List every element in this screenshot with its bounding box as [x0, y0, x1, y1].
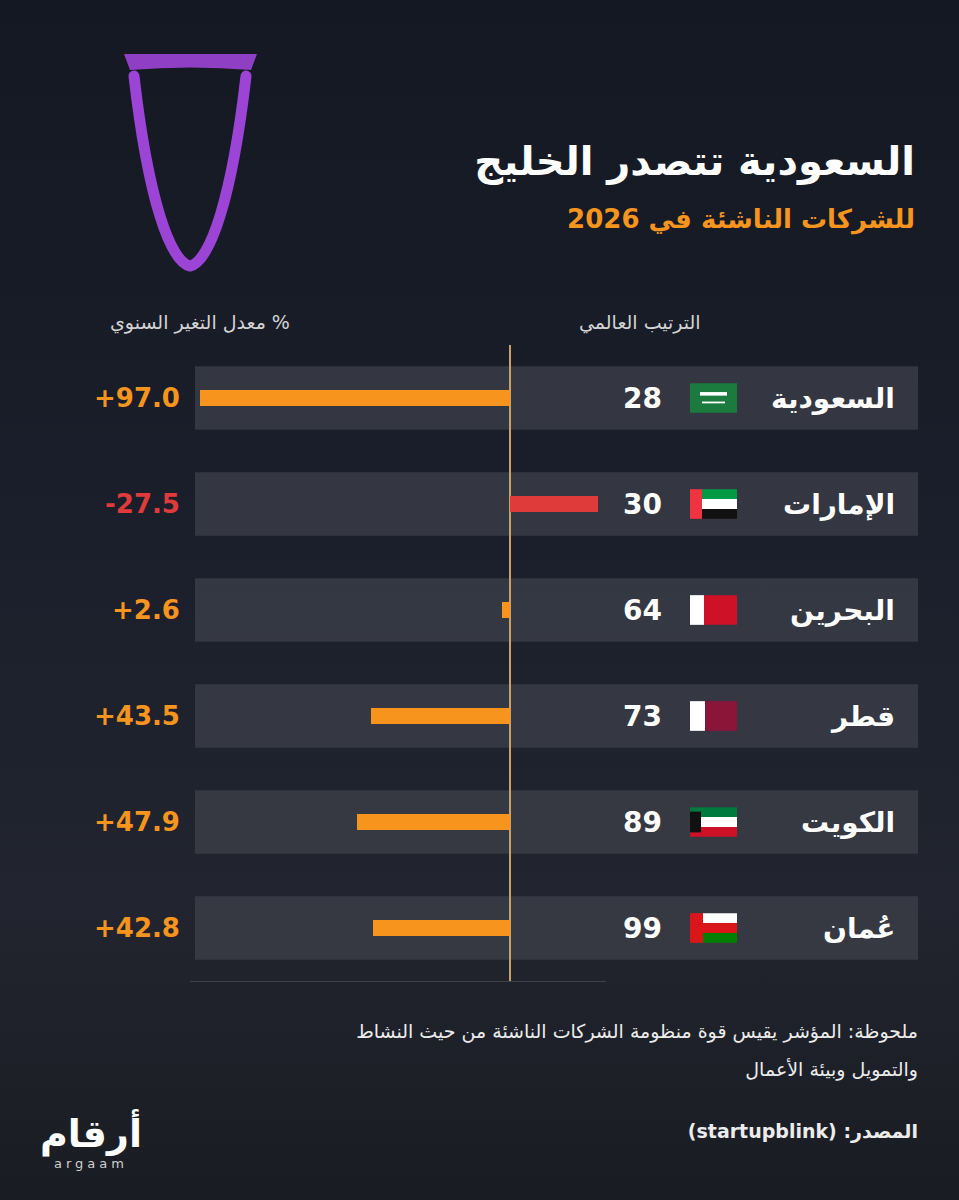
html-text:ملحوظة: المؤشر يقيس قوة منظومة: ملحوظة: المؤشر يقيس قوة منظومة الشركات ا…: [356, 1020, 918, 1042]
svg-text:64: 64: [623, 594, 662, 627]
svg-text:+42.8: +42.8: [94, 913, 180, 943]
html-text:للشركات الناشئة في 2026: للشركات الناشئة في 2026: [567, 204, 915, 234]
svg-text:البحرين: البحرين: [790, 594, 895, 627]
svg-text:99: 99: [623, 912, 662, 945]
svg-text:+97.0: +97.0: [94, 383, 180, 413]
svg-text:عُمان: عُمان: [823, 912, 895, 945]
svg-text:+43.5: +43.5: [94, 701, 180, 731]
svg-text:+2.6: +2.6: [112, 595, 180, 625]
svg-text:-27.5: -27.5: [105, 489, 180, 519]
svg-text:الترتيب العالمي: الترتيب العالمي: [579, 311, 701, 334]
html-text:أرقام: أرقام: [40, 1112, 142, 1156]
svg-text:قطر: قطر: [830, 700, 895, 733]
svg-text:28: 28: [623, 382, 662, 415]
html-text:المصدر: (startupblink): المصدر: (startupblink): [687, 1120, 918, 1142]
html-text:السعودية تتصدر الخليج: السعودية تتصدر الخليج: [474, 138, 915, 184]
svg-text:السعودية: السعودية: [771, 382, 895, 415]
svg-text:30: 30: [623, 488, 662, 521]
svg-text:73: 73: [623, 700, 662, 733]
svg-text:الإمارات: الإمارات: [783, 488, 895, 521]
svg-text:89: 89: [623, 806, 662, 839]
svg-text:+47.9: +47.9: [94, 807, 180, 837]
html-text:argaam: argaam: [54, 1156, 128, 1171]
svg-text:معدل التغير السنوي %: معدل التغير السنوي %: [110, 311, 290, 334]
html-text:والتمويل وبيئة الأعمال: والتمويل وبيئة الأعمال: [745, 1058, 918, 1080]
svg-text:الكويت: الكويت: [801, 806, 895, 839]
